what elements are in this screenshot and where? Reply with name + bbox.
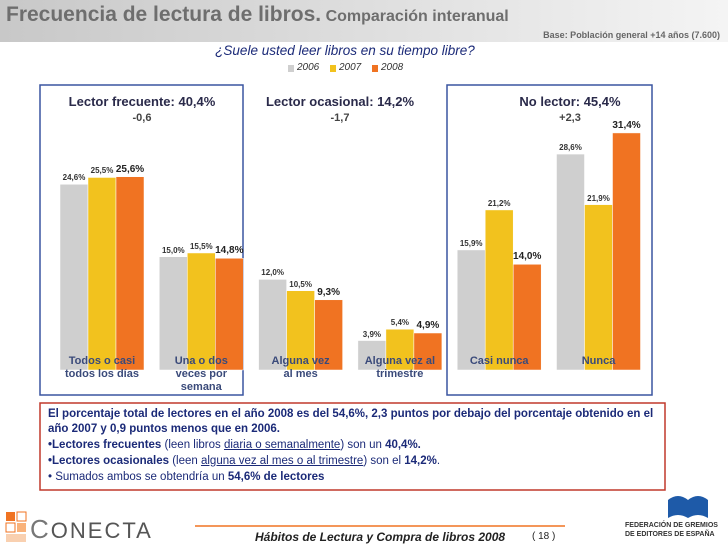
footer-title: Hábitos de Lectura y Compra de libros 20… (255, 530, 506, 544)
text-run: 54,6% de lectores (227, 471, 325, 483)
text-run: 40,4%. (385, 439, 421, 451)
value-label: 21,9% (587, 193, 610, 203)
bar (512, 264, 542, 371)
bar (286, 290, 315, 371)
paragraph: •Lectores ocasionales (leen alguna vez a… (48, 454, 660, 469)
text-run: (leen (169, 455, 201, 467)
paragraph: • Sumados ambos se obtendría un 54,6% de… (48, 470, 660, 485)
bar (556, 153, 585, 371)
value-label: 10,5% (289, 279, 312, 289)
paragraph: •Lectores frecuentes (leen libros diaria… (48, 438, 660, 453)
value-label: 5,4% (390, 318, 410, 328)
page-number: ( 18 ) (532, 531, 556, 542)
text-run: El porcentaje total de lectores en el añ… (48, 408, 654, 435)
bar (612, 132, 641, 371)
value-label: 14,0% (513, 251, 542, 263)
logo-initial: C (30, 514, 51, 544)
logo-square (17, 523, 26, 532)
bar (187, 252, 216, 371)
text-run: • Sumados ambos se obtendría un (48, 471, 228, 483)
logo-right: FEDERACIÓN DE GREMIOS DE EDITORES DE ESP… (625, 522, 718, 538)
legend-label: 2007 (339, 62, 362, 73)
value-label: 4,9% (416, 320, 440, 331)
title-line: Frecuencia de lectura de libros. Compara… (6, 3, 509, 27)
x-tick-label: Alguna vez al mes (271, 355, 330, 380)
x-tick-label: Alguna vez al trimestre (364, 355, 436, 380)
bar (413, 332, 443, 371)
group-change: -1,7 (330, 112, 350, 124)
bar (59, 184, 89, 371)
text-run: •Lectores frecuentes (48, 439, 162, 451)
text-run: ) son un (340, 439, 386, 451)
text-box: El porcentaje total de lectores en el añ… (48, 407, 660, 486)
logo-square (6, 512, 15, 521)
text-run: •Lectores ocasionales (48, 455, 169, 467)
x-tick-label: Una o dos veces por semana (174, 355, 228, 393)
value-label: 15,0% (161, 245, 185, 255)
bar (87, 177, 117, 371)
value-label: 15,9% (459, 238, 483, 248)
group-label: Lector frecuente: 40,4% (68, 94, 216, 109)
logo-square (6, 534, 26, 542)
group-change: -0,6 (132, 112, 152, 124)
value-label: 31,4% (612, 119, 641, 131)
bar (484, 209, 514, 371)
bar (159, 256, 188, 371)
text-run: . (436, 455, 441, 467)
subtitle: Comparación interanual (325, 8, 509, 25)
text-run: diaria o semanalmente (223, 439, 341, 451)
logo-square (16, 511, 27, 522)
value-label: 14,8% (215, 245, 244, 257)
group-box (39, 84, 244, 396)
x-tick-label: Casi nunca (469, 355, 529, 367)
logo-left: CONECTA (30, 514, 153, 545)
group-label: No lector: 45,4% (519, 94, 621, 109)
group-box (446, 84, 653, 396)
logo-square (5, 522, 16, 533)
value-label: 9,3% (317, 286, 340, 298)
group-change: +2,3 (559, 112, 581, 124)
value-label: 24,6% (62, 173, 86, 183)
logo-text: ONECTA (50, 518, 153, 543)
value-label: 21,2% (487, 198, 511, 208)
legend-swatch (372, 65, 378, 72)
x-tick-label: Nunca (581, 355, 616, 367)
value-label: 12,0% (261, 268, 284, 278)
bar (357, 340, 387, 371)
bar (314, 299, 343, 371)
value-label: 25,6% (115, 163, 145, 175)
text-box-border (39, 402, 666, 491)
bar (258, 279, 287, 371)
legend-swatch (288, 65, 294, 72)
text-run: (leen libros (161, 439, 224, 451)
value-label: 25,5% (90, 166, 114, 176)
base-note: Base: Población general +14 años (7.600) (543, 30, 720, 40)
chart-title: ¿Suele usted leer libros en su tiempo li… (215, 43, 475, 58)
value-label: 15,5% (189, 241, 213, 251)
header-band (0, 0, 728, 42)
value-label: 3,9% (362, 329, 382, 339)
bar (215, 258, 244, 371)
bar (456, 249, 486, 371)
text-run: alguna vez al mes o al trimestre (200, 455, 364, 467)
logo-right-icon (668, 496, 708, 518)
text-run: ) son el (363, 455, 405, 467)
bar (115, 176, 145, 371)
bar (584, 204, 613, 371)
legend-label: 2006 (297, 62, 320, 73)
legend-swatch (330, 65, 336, 72)
text-run: 14,2% (404, 455, 437, 467)
group-label: Lector ocasional: 14,2% (265, 94, 415, 109)
value-label: 28,6% (559, 143, 582, 153)
title: Frecuencia de lectura de libros. (6, 3, 322, 26)
x-tick-label: Todos o casi todos los días (65, 355, 139, 380)
legend-label: 2008 (381, 62, 404, 73)
paragraph: El porcentaje total de lectores en el añ… (48, 407, 660, 437)
